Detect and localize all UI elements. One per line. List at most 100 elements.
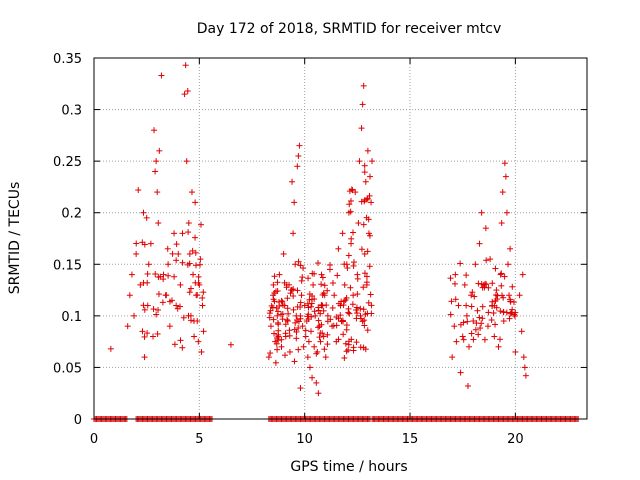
data-point [141, 306, 148, 313]
y-tick-label: 0.3 [61, 104, 82, 119]
data-point [284, 316, 291, 323]
data-point [510, 299, 517, 306]
data-point [507, 245, 514, 252]
data-point [198, 348, 205, 355]
data-point [345, 309, 352, 316]
data-points [91, 62, 582, 422]
data-point [300, 265, 307, 272]
data-point [479, 303, 486, 310]
data-point [124, 323, 131, 330]
data-point [303, 318, 310, 325]
data-point [133, 240, 140, 247]
data-point [497, 308, 504, 315]
data-point [188, 189, 195, 196]
data-point [155, 306, 162, 313]
data-point [331, 292, 338, 299]
data-point [153, 158, 160, 165]
data-point [310, 281, 317, 288]
data-point [191, 333, 198, 340]
data-point [197, 221, 204, 228]
data-point [320, 333, 327, 340]
data-point [139, 328, 146, 335]
data-point [334, 272, 341, 279]
data-point [297, 315, 304, 322]
data-point [358, 125, 365, 132]
data-point [361, 162, 368, 169]
data-point [491, 333, 498, 340]
data-point [290, 230, 297, 237]
x-tick-label: 0 [90, 432, 98, 447]
data-point [342, 340, 349, 347]
data-point [286, 348, 293, 355]
data-point [309, 374, 316, 381]
data-point [341, 281, 348, 288]
data-point [154, 330, 161, 337]
data-point [144, 270, 151, 277]
data-point [360, 284, 367, 291]
y-axis-label: SRMTID / TECUs [7, 182, 23, 295]
data-point [447, 311, 454, 318]
data-point [295, 152, 302, 159]
data-point [339, 230, 346, 237]
data-point [189, 247, 196, 254]
data-point [315, 304, 322, 311]
data-point [147, 240, 154, 247]
data-point [165, 261, 172, 268]
data-point [295, 324, 302, 331]
data-point [321, 346, 328, 353]
data-point [311, 308, 318, 315]
data-point [297, 299, 304, 306]
data-point [495, 343, 502, 350]
data-point [290, 293, 297, 300]
data-point [498, 220, 505, 227]
data-point [289, 178, 296, 185]
data-point [343, 294, 350, 301]
data-point [165, 272, 172, 279]
data-point [448, 298, 455, 305]
data-point [341, 298, 348, 305]
data-point [324, 341, 331, 348]
data-point [333, 338, 340, 345]
data-point [319, 302, 326, 309]
data-point [291, 326, 298, 333]
data-point [365, 230, 372, 237]
data-point [128, 271, 135, 278]
data-point [320, 307, 327, 314]
data-point [498, 282, 505, 289]
data-point [302, 327, 309, 334]
data-point [179, 259, 186, 266]
data-point [154, 189, 161, 196]
data-point [502, 173, 509, 180]
data-point [315, 390, 322, 397]
y-tick-label: 0.05 [53, 361, 82, 376]
data-point [155, 220, 162, 227]
data-point [131, 312, 138, 319]
data-point [340, 331, 347, 338]
data-point [186, 260, 193, 267]
data-point [468, 303, 475, 310]
x-tick-label: 15 [402, 432, 419, 447]
data-point [472, 326, 479, 333]
data-point [193, 292, 200, 299]
data-point [309, 270, 316, 277]
data-point [337, 312, 344, 319]
data-point [347, 197, 354, 204]
data-point [286, 327, 293, 334]
data-point [464, 318, 471, 325]
x-tick-label: 20 [507, 432, 524, 447]
data-point [518, 328, 525, 335]
data-point [183, 158, 190, 165]
data-point [457, 369, 464, 376]
data-point [349, 229, 356, 236]
data-point [180, 314, 187, 321]
data-point [152, 168, 159, 175]
data-point [368, 199, 375, 206]
data-point [300, 343, 307, 350]
data-point [357, 312, 364, 319]
data-point [354, 291, 361, 298]
ticks: 0 0.05 0.1 0.15 0.2 0.25 0.3 0.35 0 5 10 15 20 [53, 52, 587, 447]
data-point [324, 312, 331, 319]
data-point [290, 306, 297, 313]
data-point [164, 245, 171, 252]
